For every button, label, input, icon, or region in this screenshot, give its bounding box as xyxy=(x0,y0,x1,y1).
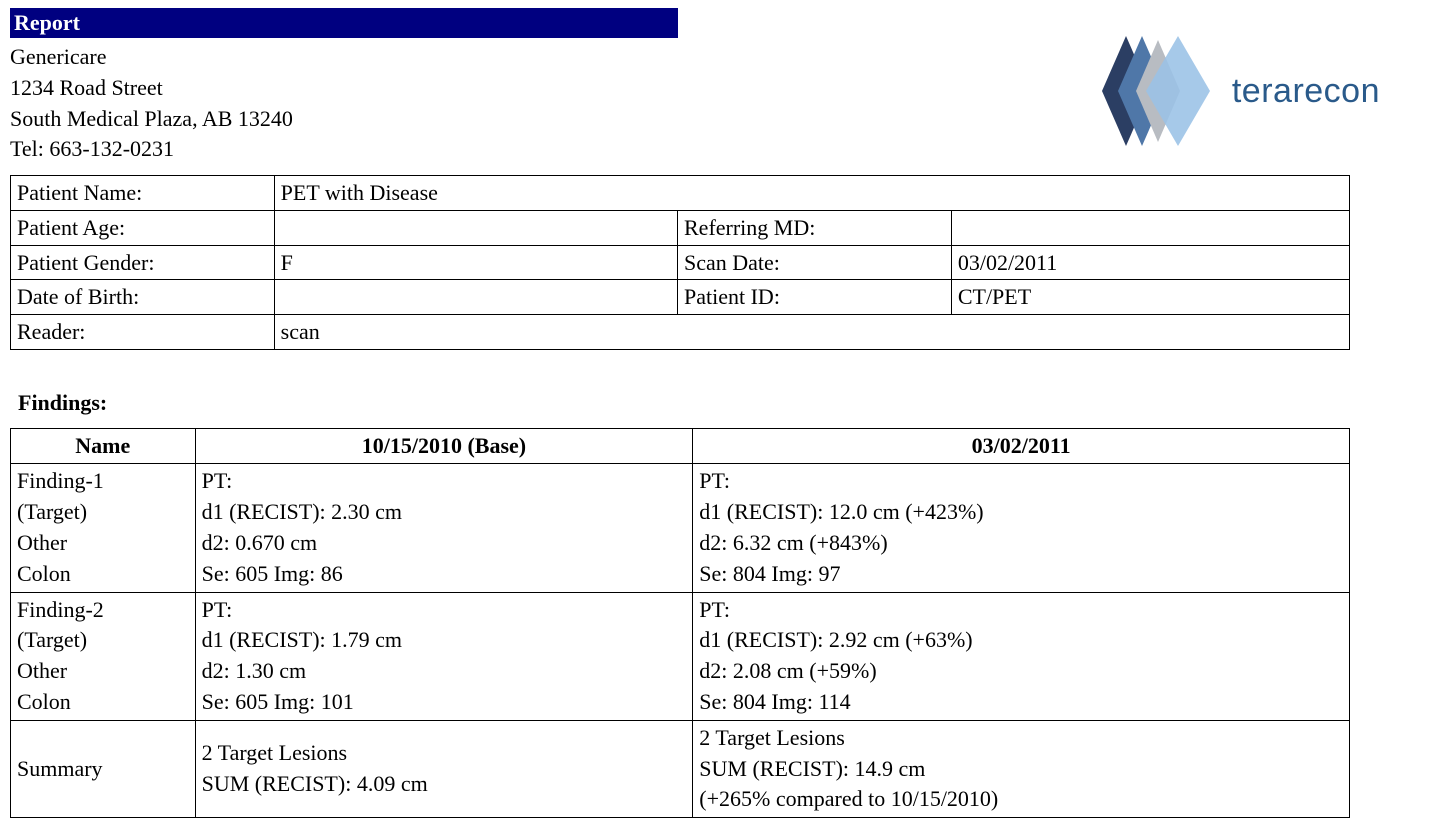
findings-cell-name: Finding-2(Target)OtherColon xyxy=(11,592,196,720)
lbl-reader: Reader: xyxy=(11,314,275,349)
org-street: 1234 Road Street xyxy=(10,73,1092,104)
findings-cell-base: PT:d1 (RECIST): 1.79 cmd2: 1.30 cmSe: 60… xyxy=(195,592,693,720)
val-patient-name: PET with Disease xyxy=(274,176,1349,211)
val-referring-md xyxy=(951,210,1349,245)
findings-row: Finding-1(Target)OtherColonPT:d1 (RECIST… xyxy=(11,464,1350,592)
lbl-scan-date: Scan Date: xyxy=(678,245,952,280)
findings-cell-date: PT:d1 (RECIST): 12.0 cm (+423%)d2: 6.32 … xyxy=(693,464,1350,592)
org-name: Genericare xyxy=(10,42,1092,73)
org-tel: Tel: 663-132-0231 xyxy=(10,134,1092,165)
val-patient-gender: F xyxy=(274,245,677,280)
lbl-referring-md: Referring MD: xyxy=(678,210,952,245)
val-scan-date: 03/02/2011 xyxy=(951,245,1349,280)
patient-info-table: Patient Name: PET with Disease Patient A… xyxy=(10,175,1350,349)
findings-col-name: Name xyxy=(11,428,196,464)
findings-row: Summary2 Target LesionsSUM (RECIST): 4.0… xyxy=(11,720,1350,817)
findings-heading: Findings: xyxy=(18,390,1440,416)
val-reader: scan xyxy=(274,314,1349,349)
report-title-bar: Report xyxy=(10,8,678,38)
organization-block: Genericare 1234 Road Street South Medica… xyxy=(10,42,1092,165)
lbl-patient-id: Patient ID: xyxy=(678,280,952,315)
lbl-patient-gender: Patient Gender: xyxy=(11,245,275,280)
findings-col-base: 10/15/2010 (Base) xyxy=(195,428,693,464)
lbl-patient-age: Patient Age: xyxy=(11,210,275,245)
logo-text: terarecon xyxy=(1232,72,1380,111)
findings-cell-name: Finding-1(Target)OtherColon xyxy=(11,464,196,592)
val-patient-id: CT/PET xyxy=(951,280,1349,315)
val-dob xyxy=(274,280,677,315)
findings-cell-name: Summary xyxy=(11,720,196,817)
val-patient-age xyxy=(274,210,677,245)
findings-cell-base: PT:d1 (RECIST): 2.30 cmd2: 0.670 cmSe: 6… xyxy=(195,464,693,592)
findings-cell-date: PT:d1 (RECIST): 2.92 cm (+63%)d2: 2.08 c… xyxy=(693,592,1350,720)
logo-block: terarecon xyxy=(1092,26,1380,156)
org-city: South Medical Plaza, AB 13240 xyxy=(10,104,1092,135)
findings-cell-base: 2 Target LesionsSUM (RECIST): 4.09 cm xyxy=(195,720,693,817)
lbl-dob: Date of Birth: xyxy=(11,280,275,315)
lbl-patient-name: Patient Name: xyxy=(11,176,275,211)
terarecon-logo-icon xyxy=(1092,26,1222,156)
findings-cell-date: 2 Target LesionsSUM (RECIST): 14.9 cm(+2… xyxy=(693,720,1350,817)
findings-row: Finding-2(Target)OtherColonPT:d1 (RECIST… xyxy=(11,592,1350,720)
findings-table: Name 10/15/2010 (Base) 03/02/2011 Findin… xyxy=(10,428,1350,819)
findings-col-date: 03/02/2011 xyxy=(693,428,1350,464)
